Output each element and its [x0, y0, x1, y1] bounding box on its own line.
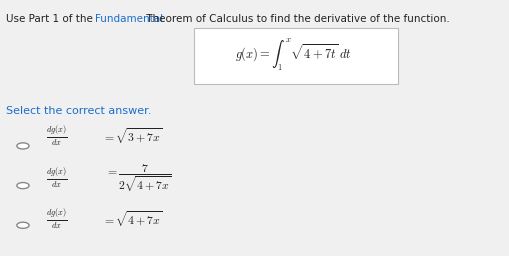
Circle shape — [17, 183, 29, 189]
Text: $\frac{dg(x)}{dx}$: $\frac{dg(x)}{dx}$ — [46, 124, 67, 147]
Text: $= \sqrt{3 + 7x}$: $= \sqrt{3 + 7x}$ — [102, 126, 162, 145]
Text: Fundamental: Fundamental — [95, 14, 163, 24]
FancyBboxPatch shape — [193, 28, 397, 84]
Text: Select the correct answer.: Select the correct answer. — [6, 106, 151, 116]
Text: Theorem of Calculus to find the derivative of the function.: Theorem of Calculus to find the derivati… — [143, 14, 448, 24]
Text: $\frac{dg(x)}{dx}$: $\frac{dg(x)}{dx}$ — [46, 166, 67, 190]
Text: $= \dfrac{7}{2\sqrt{4 + 7x}}$: $= \dfrac{7}{2\sqrt{4 + 7x}}$ — [104, 162, 171, 194]
Text: $= \sqrt{4 + 7x}$: $= \sqrt{4 + 7x}$ — [102, 209, 162, 229]
Circle shape — [17, 222, 29, 228]
Text: Use Part 1 of the: Use Part 1 of the — [6, 14, 96, 24]
Text: $\frac{dg(x)}{dx}$: $\frac{dg(x)}{dx}$ — [46, 207, 67, 231]
Circle shape — [17, 143, 29, 149]
Text: $g(x) = \int_{1}^{x} \sqrt{4 + 7t}\; dt$: $g(x) = \int_{1}^{x} \sqrt{4 + 7t}\; dt$ — [234, 37, 351, 73]
